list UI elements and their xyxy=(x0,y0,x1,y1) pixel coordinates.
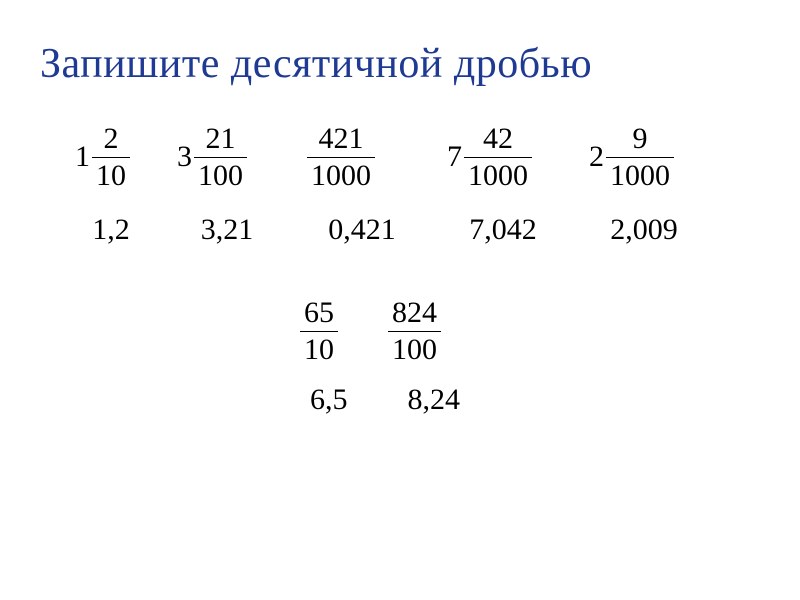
mixed-fraction: 1 2 10 xyxy=(75,123,147,191)
whole-part: 7 xyxy=(447,140,462,174)
denominator: 1000 xyxy=(464,157,532,192)
denominator: 100 xyxy=(194,157,247,192)
whole-part: 2 xyxy=(589,140,604,174)
mixed-fraction: 2 9 1000 xyxy=(589,123,699,191)
decimal-answer: 3,21 xyxy=(177,213,277,247)
denominator: 1000 xyxy=(606,157,674,192)
fraction-block: 65 10 xyxy=(300,297,338,365)
decimal-answer: 2,009 xyxy=(589,213,699,247)
decimal-answer: 6,5 xyxy=(310,383,348,417)
whole-part: 1 xyxy=(75,140,90,174)
decimal-answer: 0,421 xyxy=(307,213,417,247)
numerator: 824 xyxy=(388,297,441,331)
fraction-block: 824 100 xyxy=(388,297,441,365)
numerator: 2 xyxy=(100,123,123,157)
denominator: 1000 xyxy=(307,157,375,192)
fraction: 21 100 xyxy=(194,123,247,191)
decimal-answer: 7,042 xyxy=(447,213,559,247)
decimal-answer: 8,24 xyxy=(408,383,461,417)
decimal-answer: 1,2 xyxy=(75,213,147,247)
whole-part: 3 xyxy=(177,140,192,174)
numerator: 65 xyxy=(300,297,338,331)
mixed-fraction: 421 1000 xyxy=(307,123,417,191)
numerator: 21 xyxy=(202,123,240,157)
slide-title: Запишите десятичной дробью xyxy=(40,40,760,88)
fractions-row-2: 65 10 824 100 xyxy=(300,297,760,365)
fraction: 2 10 xyxy=(92,123,130,191)
denominator: 10 xyxy=(92,157,130,192)
denominator: 100 xyxy=(388,331,441,366)
numerator: 421 xyxy=(315,123,368,157)
mixed-fraction: 3 21 100 xyxy=(177,123,277,191)
numerator: 9 xyxy=(629,123,652,157)
fraction: 42 1000 xyxy=(464,123,532,191)
fraction: 65 10 xyxy=(300,297,338,365)
fraction: 824 100 xyxy=(388,297,441,365)
answers-row-2: 6,5 8,24 xyxy=(310,383,760,417)
answers-row-1: 1,2 3,21 0,421 7,042 2,009 xyxy=(75,213,760,247)
fraction: 9 1000 xyxy=(606,123,674,191)
fractions-row-1: 1 2 10 3 21 100 421 1000 7 42 1000 2 9 1… xyxy=(75,123,760,191)
fraction: 421 1000 xyxy=(307,123,375,191)
denominator: 10 xyxy=(300,331,338,366)
numerator: 42 xyxy=(479,123,517,157)
mixed-fraction: 7 42 1000 xyxy=(447,123,559,191)
